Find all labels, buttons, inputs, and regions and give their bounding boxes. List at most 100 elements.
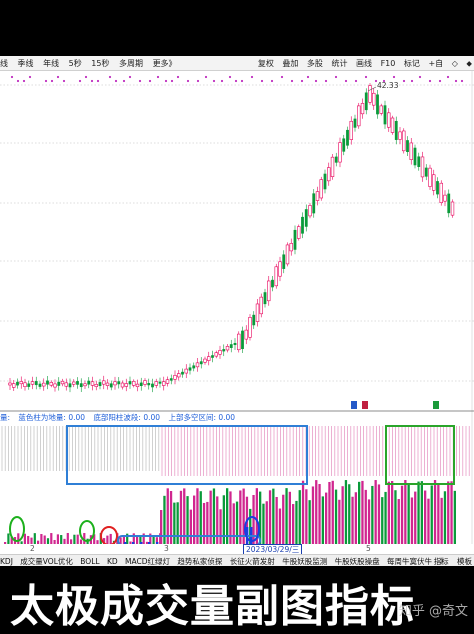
volume-bar xyxy=(364,489,367,544)
volume-bar xyxy=(417,481,420,544)
candle-down xyxy=(241,330,244,350)
volume-bar xyxy=(73,534,76,544)
tab-trend-detective[interactable]: 趋势私家侦探 xyxy=(177,557,223,566)
tab-5-seconds[interactable]: 5秒 xyxy=(68,59,82,68)
tab-vol-optimized[interactable]: 成交量VOL优化 xyxy=(20,557,73,566)
volume-bar xyxy=(387,481,390,544)
candle-down xyxy=(192,365,196,369)
candle-up xyxy=(60,380,65,385)
indicator-value-bar: 量: 蓝色柱为地量: 0.00 底部阳柱波段: 0.00 上部多空区间: 0.0… xyxy=(0,412,474,423)
volume-bar xyxy=(305,489,308,544)
volume-bar xyxy=(453,490,456,544)
candle-up xyxy=(19,381,23,385)
volume-bar xyxy=(255,488,258,544)
low-volume-bar xyxy=(124,542,127,544)
green-circle-2 xyxy=(79,520,95,542)
indicator-button[interactable]: 指标 xyxy=(433,557,449,566)
volume-bar xyxy=(407,484,410,544)
volume-bar xyxy=(189,509,192,544)
tab-kd[interactable]: KD xyxy=(106,557,118,566)
peak-price-label: 42.33 xyxy=(377,81,399,90)
signal-dot xyxy=(220,79,224,83)
volume-bar xyxy=(76,534,79,544)
volume-bar xyxy=(152,536,155,544)
tab-season-line[interactable]: 季线 xyxy=(17,59,34,68)
volume-bar xyxy=(371,485,374,544)
f10-button[interactable]: F10 xyxy=(380,59,396,68)
tab-stock-trading[interactable]: 牛股妖股操盘 xyxy=(334,557,380,566)
axis-label: 3 xyxy=(164,544,169,553)
low-volume-bar xyxy=(132,542,135,544)
candle-down xyxy=(117,381,121,385)
candle-up xyxy=(357,105,361,127)
candle-down xyxy=(252,314,256,326)
candle-up xyxy=(387,112,391,128)
candle-down xyxy=(38,383,42,387)
upper-long-short-range-value: 上部多空区间: 0.00 xyxy=(168,413,236,422)
candle-up xyxy=(83,383,87,387)
volume-bar xyxy=(315,480,318,544)
candle-up xyxy=(390,117,395,133)
tabs-more-icon[interactable]: 》 xyxy=(439,557,447,566)
candle-up xyxy=(94,384,98,387)
tab-15-seconds[interactable]: 15秒 xyxy=(91,59,110,68)
peak-price-marker: 42.33 xyxy=(367,81,399,92)
multi-stock-button[interactable]: 多股 xyxy=(306,59,323,68)
tab-weekly-bull[interactable]: 每周牛寞伏牛 xyxy=(386,557,432,566)
volume-bar xyxy=(348,484,351,544)
tab-rocket-launch[interactable]: 长征火箭发射 xyxy=(229,557,275,566)
candle-up xyxy=(12,383,16,388)
signal-dot xyxy=(260,79,264,83)
red-circle xyxy=(100,526,118,544)
candle-down xyxy=(447,193,451,214)
tab-kdj[interactable]: KDJ xyxy=(0,557,13,566)
volume-bar xyxy=(37,540,40,544)
tab-boll[interactable]: BOLL xyxy=(80,557,100,566)
volume-bar xyxy=(226,488,229,544)
candle-up xyxy=(409,142,413,160)
volume-bar xyxy=(394,490,397,544)
signal-dot xyxy=(454,79,458,83)
volume-bar xyxy=(103,538,106,544)
blue-highlight-box xyxy=(66,425,308,485)
candle-down xyxy=(139,382,143,387)
candle-up xyxy=(330,156,335,177)
volume-bar xyxy=(43,535,46,544)
tab-multi-period[interactable]: 多周期 xyxy=(119,59,144,68)
volume-bar xyxy=(119,537,122,544)
tab-year-line[interactable]: 年线 xyxy=(43,59,60,68)
signal-dot xyxy=(176,75,180,79)
tab-stock-monitor[interactable]: 牛股妖股监测 xyxy=(282,557,328,566)
candle-down xyxy=(229,344,233,348)
signal-dot xyxy=(28,75,32,79)
mark-button[interactable]: 标记 xyxy=(403,59,420,68)
volume-bar xyxy=(242,488,245,544)
stock-chart-screen: 线 季线 年线 5秒 15秒 多周期 更多》 复权 叠加 多股 统计 画线 F1… xyxy=(0,56,474,566)
volume-bar xyxy=(358,481,361,544)
statistics-button[interactable]: 统计 xyxy=(331,59,348,68)
restore-rights-button[interactable]: 复权 xyxy=(257,59,274,68)
tab-period-line[interactable]: 线 xyxy=(0,59,8,68)
signal-dot xyxy=(344,79,348,83)
volume-bar xyxy=(142,533,145,544)
tab-macd-light[interactable]: MACD红绿灯 xyxy=(125,557,171,566)
candle-down xyxy=(413,147,417,166)
volume-bar xyxy=(163,495,166,544)
overlay-button[interactable]: 叠加 xyxy=(282,59,299,68)
volume-bar xyxy=(199,491,202,544)
axis-label: 5 xyxy=(366,544,371,553)
volume-bar xyxy=(149,533,152,544)
draw-line-button[interactable]: 画线 xyxy=(356,59,373,68)
tab-more[interactable]: 更多》 xyxy=(152,59,177,68)
signal-dot xyxy=(306,75,310,79)
add-favorite-button[interactable]: +自 xyxy=(428,59,444,68)
template-button[interactable]: 模板 xyxy=(457,557,472,566)
diamond-icon[interactable]: ◇ xyxy=(451,59,458,68)
candle-down xyxy=(27,383,31,387)
volume-histogram xyxy=(1,426,470,544)
signal-dot xyxy=(204,75,208,79)
diamond-filled-icon[interactable]: ⬥ xyxy=(466,59,472,68)
volume-bar xyxy=(63,538,66,544)
volume-bar xyxy=(212,488,216,544)
volume-bar xyxy=(40,534,43,544)
